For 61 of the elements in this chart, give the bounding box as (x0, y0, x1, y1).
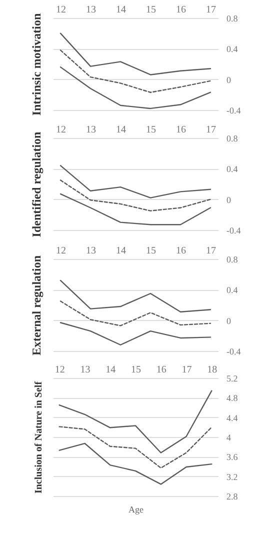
x-tick-label: 14 (116, 246, 126, 256)
line-series (60, 50, 212, 93)
y-tick-label: 0.8 (226, 254, 238, 264)
x-tick-label: 16 (176, 246, 186, 256)
x-tick-label: 14 (106, 364, 116, 376)
line-series (60, 322, 212, 346)
y-tick-label: 2.8 (226, 492, 238, 502)
y-tick-label: 5.2 (226, 374, 238, 384)
y-tick-label: 4.8 (226, 393, 238, 404)
line-series (60, 180, 212, 212)
y-tick-label: 0.4 (226, 164, 238, 174)
y-axis-title: Intrinsic motivation (30, 13, 44, 116)
x-tick-label: 15 (146, 246, 156, 256)
x-tick-label: 17 (206, 246, 216, 256)
line-series (60, 165, 212, 198)
x-tick-label: 12 (56, 246, 66, 256)
x-tick-label: 15 (146, 124, 156, 136)
line-series (58, 426, 212, 469)
x-tick-label: 13 (80, 364, 90, 376)
y-tick-label: 3.2 (226, 472, 238, 482)
x-tick-label: 12 (56, 4, 66, 16)
y-axis-title: Inclusion of Nature in Self (34, 380, 44, 494)
x-tick-label: 18 (207, 364, 218, 376)
y-axis-title: Identified regulation (30, 131, 44, 238)
x-axis-title: Age (128, 504, 144, 514)
line-series (60, 32, 212, 76)
y-tick-label: 4.4 (226, 412, 238, 423)
x-tick-label: 13 (86, 4, 96, 16)
x-tick-label: 17 (182, 364, 192, 376)
x-tick-label: 17 (206, 124, 216, 136)
line-series (58, 390, 212, 454)
y-tick-label: 3.6 (226, 452, 238, 462)
y-tick-label: 0.8 (226, 14, 238, 24)
y-tick-label: 0 (226, 74, 232, 85)
x-tick-label: 15 (146, 4, 156, 16)
x-tick-label: 15 (131, 364, 141, 376)
x-tick-label: 16 (176, 124, 186, 136)
line-series (60, 280, 212, 312)
x-tick-label: 16 (176, 4, 186, 16)
x-tick-label: 14 (116, 124, 126, 136)
x-tick-label: 12 (56, 124, 66, 136)
y-tick-label: 0 (226, 316, 232, 326)
y-tick-label: 0.4 (226, 285, 238, 296)
y-tick-label: 0.8 (226, 134, 238, 144)
x-tick-label: 12 (54, 364, 65, 376)
line-series (60, 300, 212, 326)
y-tick-label: -0.4 (226, 106, 242, 116)
x-tick-label: 16 (156, 364, 166, 376)
x-tick-label: 17 (206, 4, 216, 16)
y-tick-label: 0.4 (226, 44, 238, 54)
line-series (60, 193, 212, 226)
x-tick-label: 13 (86, 246, 96, 256)
x-tick-label: 14 (116, 4, 126, 16)
y-axis-title: External regulation (30, 255, 44, 356)
line-series (60, 66, 212, 110)
y-tick-label: 0 (226, 194, 232, 205)
x-tick-label: 13 (86, 124, 96, 136)
line-series (58, 442, 212, 485)
y-tick-label: 4 (226, 432, 232, 442)
y-tick-label: -0.4 (226, 346, 242, 356)
y-tick-label: -0.4 (226, 226, 242, 236)
